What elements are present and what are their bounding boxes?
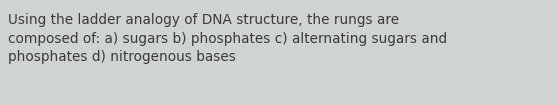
- Text: Using the ladder analogy of DNA structure, the rungs are
composed of: a) sugars : Using the ladder analogy of DNA structur…: [8, 13, 448, 64]
